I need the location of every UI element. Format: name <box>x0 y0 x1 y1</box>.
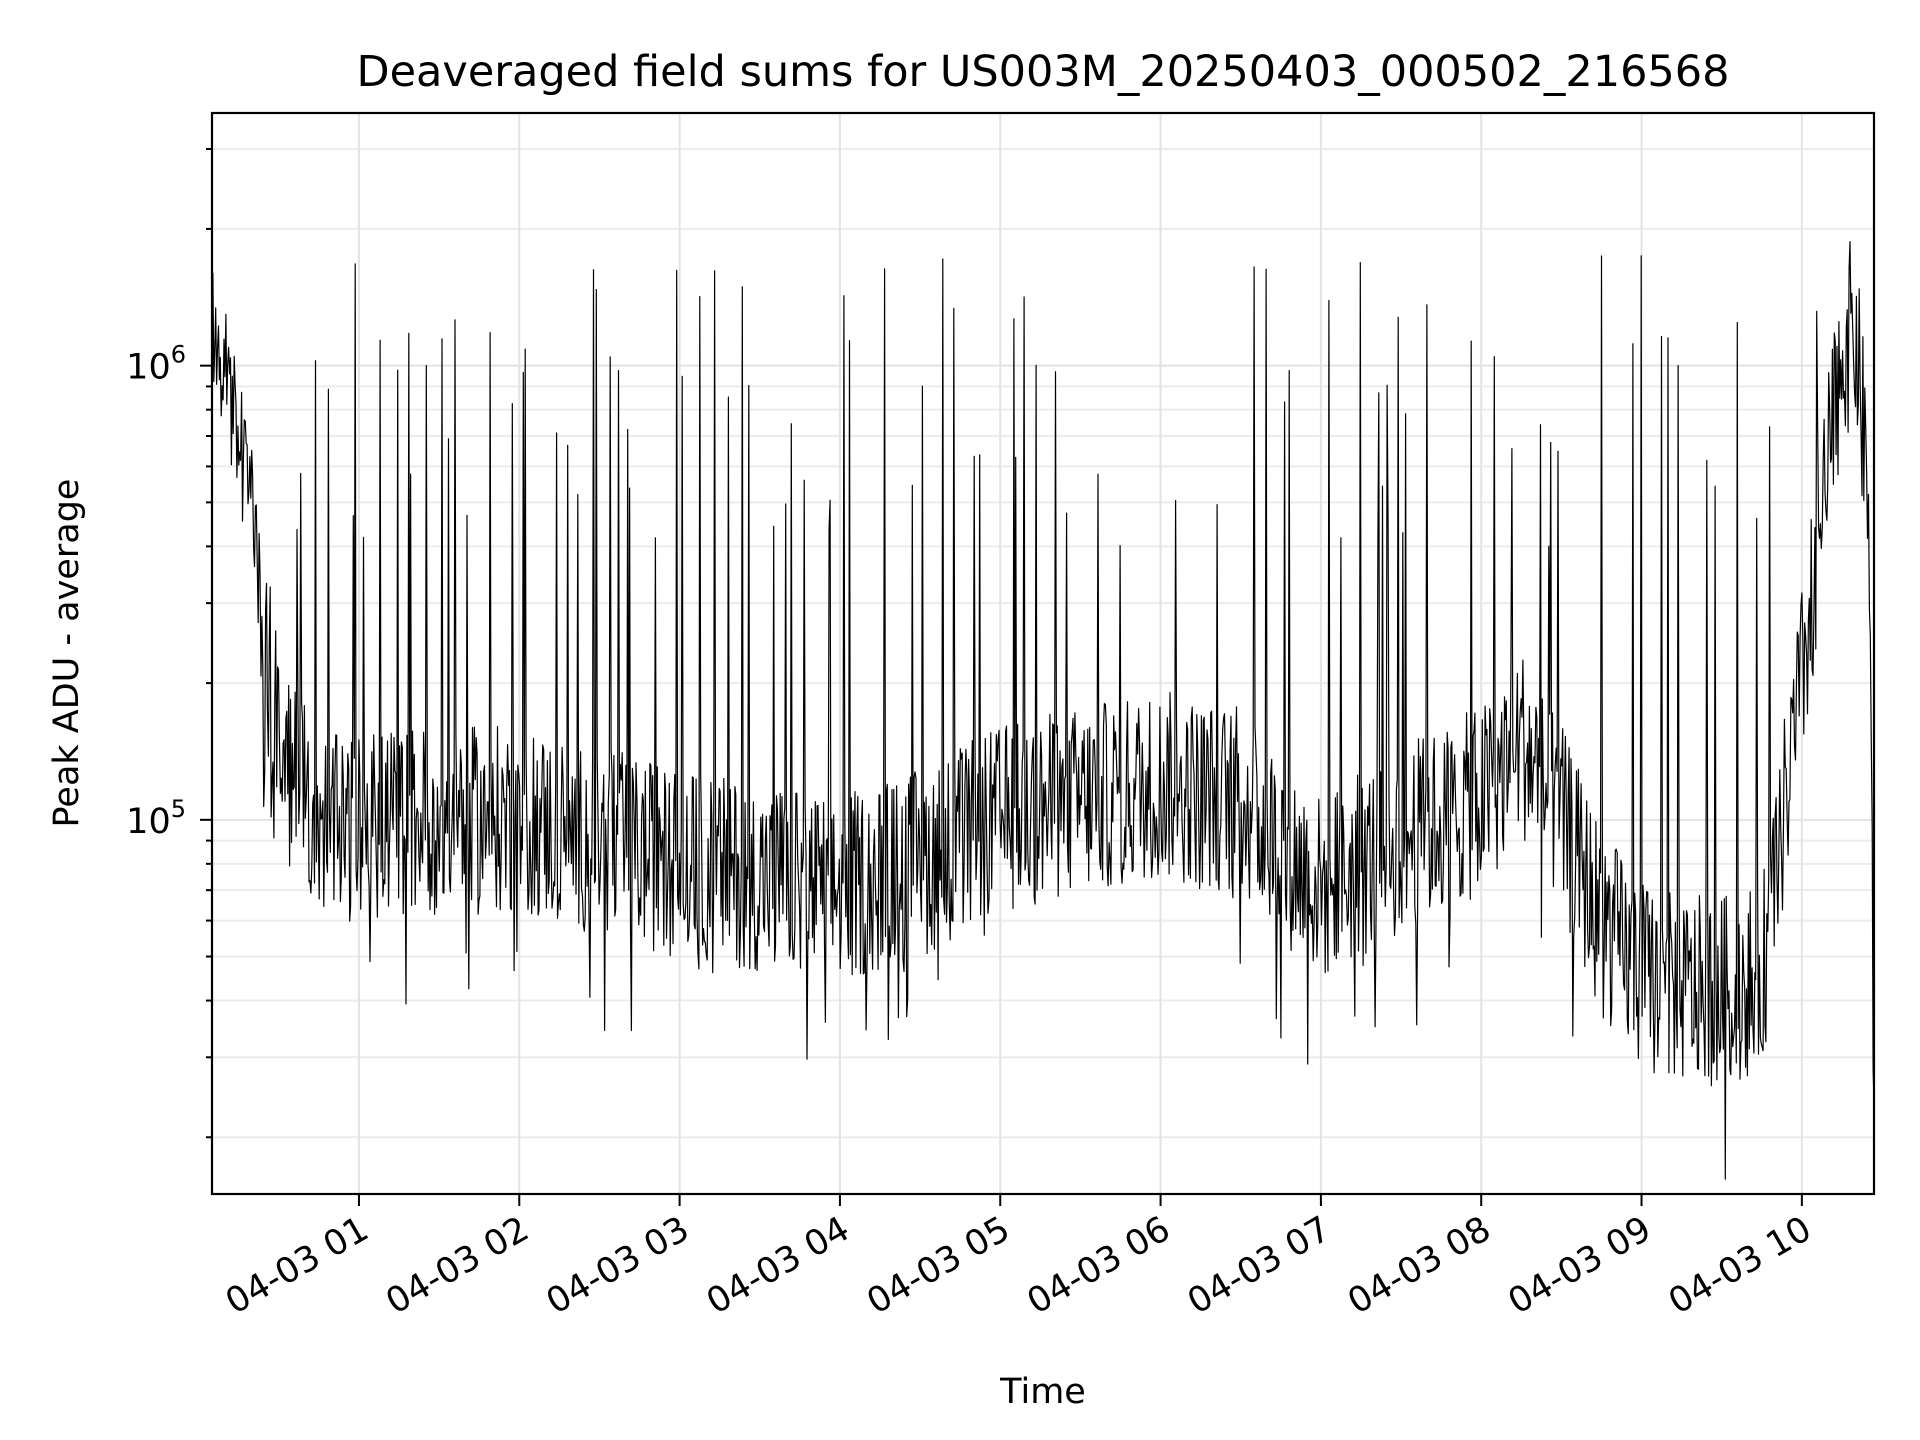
x-axis-label: Time <box>999 1372 1086 1412</box>
plot-frame <box>210 111 1876 1196</box>
y-tick-label: 105 <box>126 795 186 842</box>
chart-title: Deaveraged field sums for US003M_2025040… <box>356 47 1729 97</box>
y-axis-label: Peak ADU - average <box>47 479 87 828</box>
y-tick-label: 106 <box>126 341 186 388</box>
y-axis-ticks: 105 106 <box>126 147 212 1139</box>
series-line-peak-adu <box>211 241 1875 1180</box>
